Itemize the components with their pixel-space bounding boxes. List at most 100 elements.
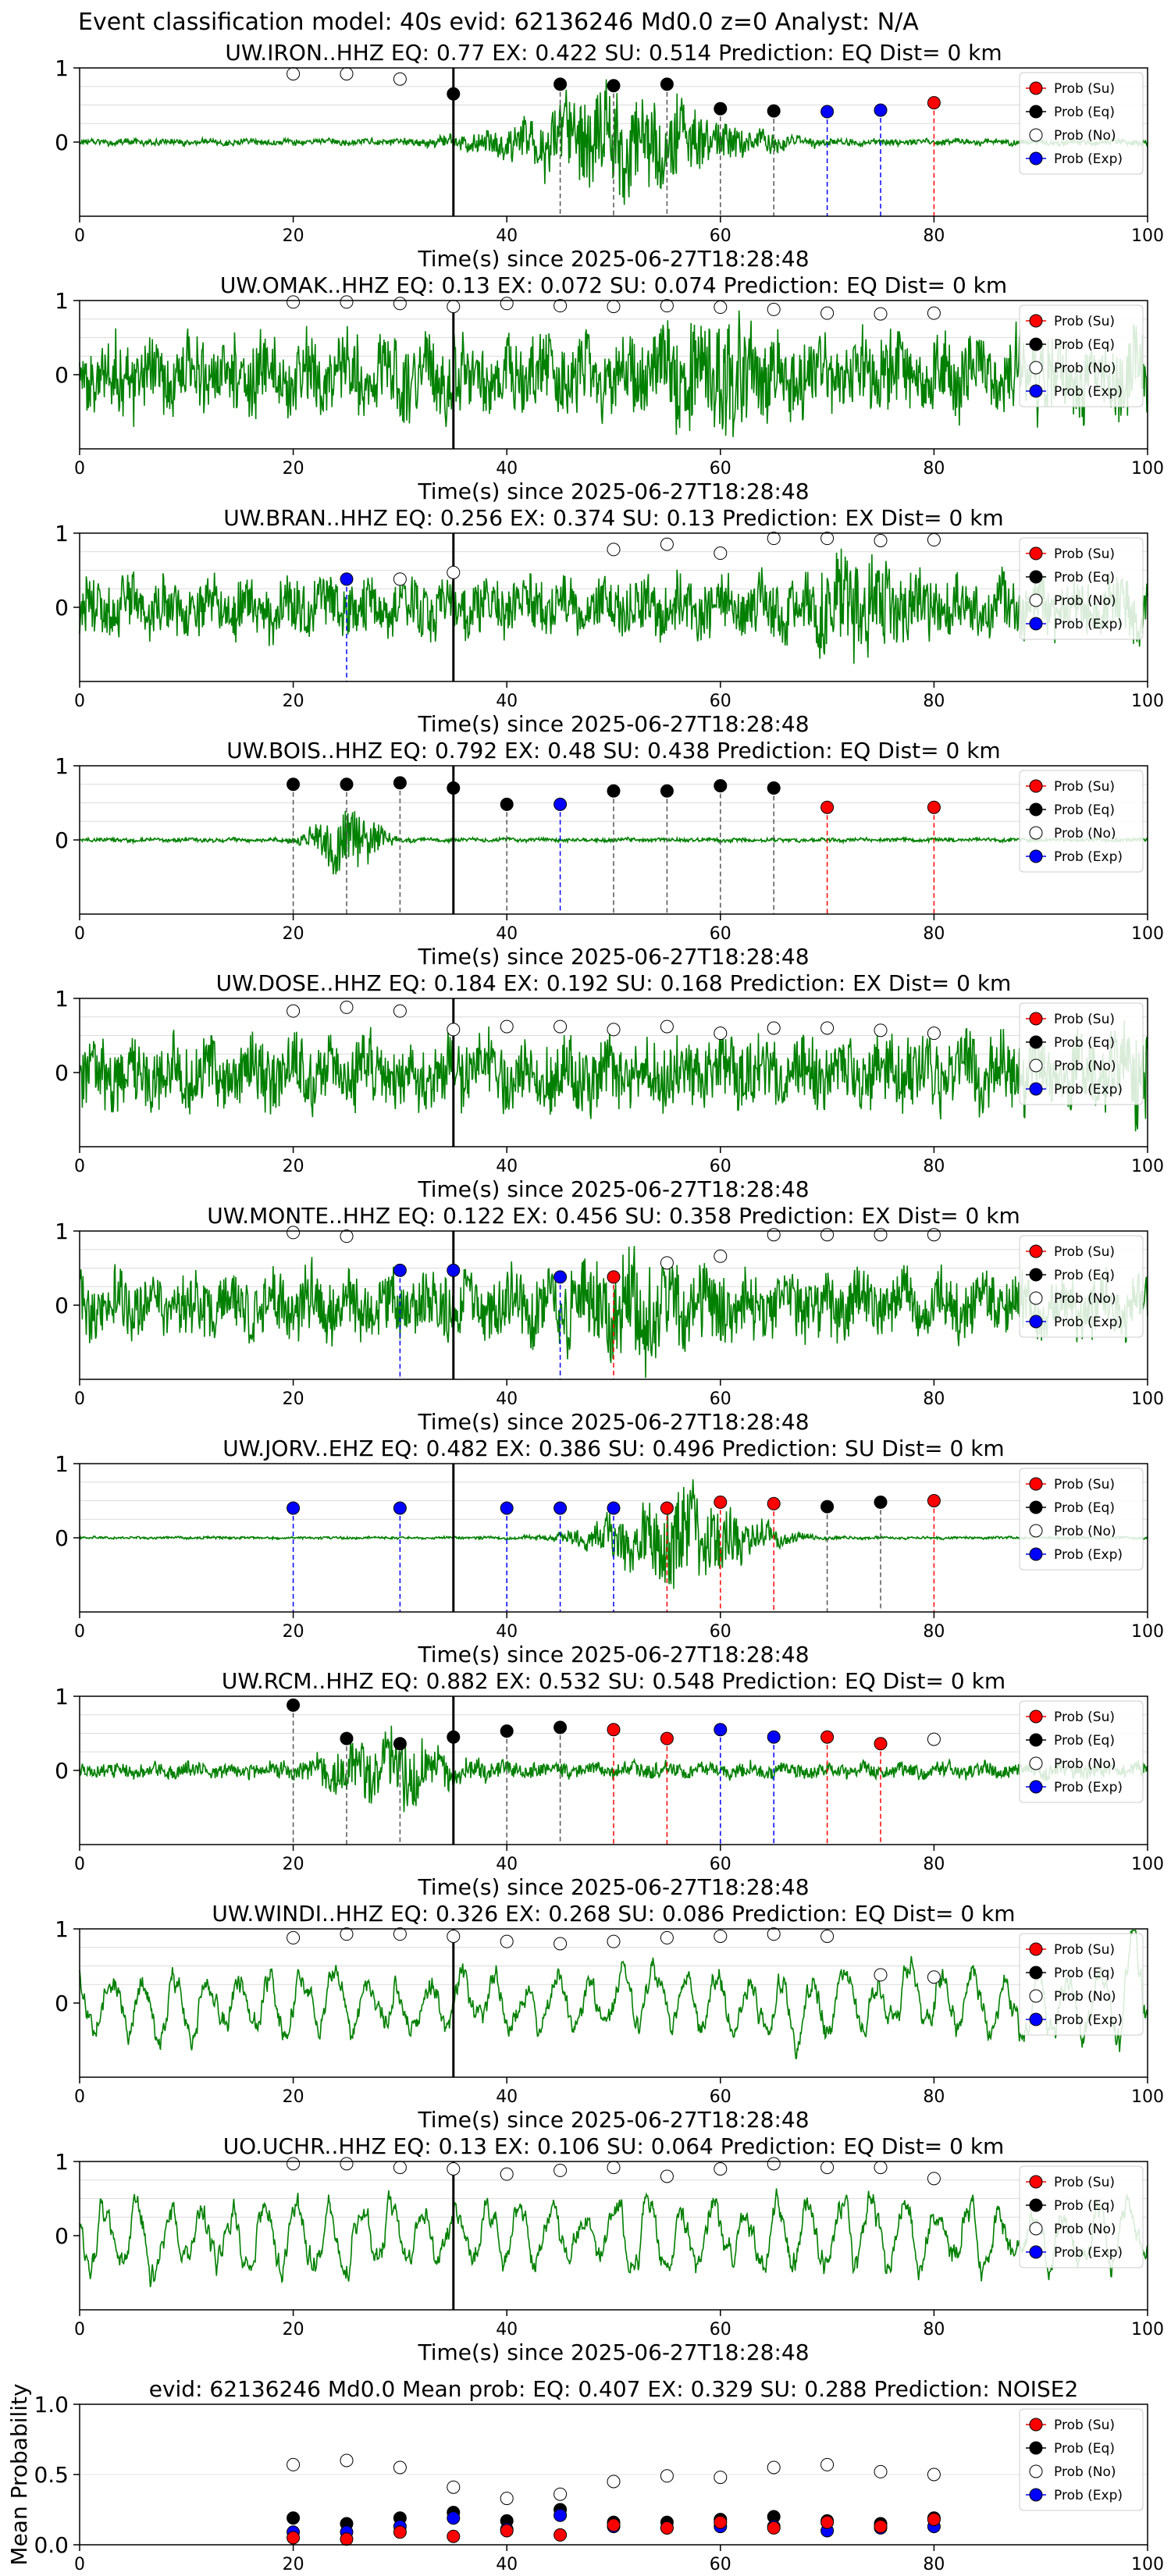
legend-marker-exp: [1029, 151, 1043, 165]
x-tick-label: 80: [923, 924, 945, 944]
legend-box: [1019, 2165, 1144, 2268]
prob-point-no: [607, 1934, 621, 1948]
prob-point-eq: [607, 79, 621, 93]
prob-point-no: [287, 1004, 301, 1018]
prob-point-exp: [553, 797, 568, 811]
x-tick-label: 20: [283, 1389, 304, 1409]
prob-point-eq: [660, 784, 674, 798]
prob-point-su: [820, 800, 835, 814]
x-axis-label: Time(s) since 2025-06-27T18:28:48: [417, 1409, 809, 1435]
panel-4: UW.DOSE..HHZ EQ: 0.184 EX: 0.192 SU: 0.1…: [55, 970, 1164, 1202]
panel-title: UW.MONTE..HHZ EQ: 0.122 EX: 0.456 SU: 0.…: [207, 1203, 1020, 1229]
legend-marker-exp: [1029, 1315, 1043, 1329]
legend-marker-no: [1029, 1524, 1043, 1538]
prob-point-no: [874, 1023, 888, 1037]
legend-label-exp: Prob (Exp): [1054, 849, 1123, 865]
x-tick-label: 20: [283, 459, 304, 479]
mean-point-su: [714, 2515, 728, 2529]
mean-point-su: [767, 2521, 781, 2535]
x-tick-label: 20: [283, 2087, 304, 2107]
prob-point-exp: [393, 1263, 407, 1277]
x-tick-label: 0: [74, 459, 85, 479]
legend-marker-eq: [1029, 1966, 1043, 1980]
y-tick-label: 1: [55, 1219, 69, 1244]
legend-marker-eq: [1029, 1035, 1043, 1049]
legend-label-eq: Prob (Eq): [1054, 1268, 1115, 1283]
legend-marker-su: [1029, 2175, 1043, 2189]
legend-marker-no: [1029, 1059, 1043, 1073]
legend-marker-su: [1029, 314, 1043, 328]
panel-title: UW.OMAK..HHZ EQ: 0.13 EX: 0.072 SU: 0.07…: [220, 272, 1007, 298]
prob-point-no: [714, 2162, 728, 2176]
legend: Prob (Su) Prob (Eq) Prob (No) Prob (Exp): [1019, 1933, 1144, 2036]
mean-point-no: [607, 2475, 621, 2489]
y-tick-label: 1: [55, 753, 69, 779]
prob-point-exp: [874, 103, 888, 117]
x-tick-label: 100: [1131, 1389, 1164, 1409]
waveform-trace: [79, 2188, 1148, 2288]
legend-marker-su: [1029, 779, 1043, 793]
x-tick-label: 0: [74, 1389, 85, 1409]
prob-point-no: [287, 295, 301, 309]
legend-box: [1019, 1468, 1144, 1571]
prob-point-eq: [767, 781, 781, 795]
x-tick-label: 0: [74, 1157, 85, 1176]
legend-marker-eq: [1029, 1500, 1043, 1514]
legend-box: [1019, 1700, 1144, 1803]
legend-label-exp: Prob (Exp): [1054, 384, 1123, 400]
legend-label-su: Prob (Su): [1054, 2418, 1115, 2433]
mean-point-su: [500, 2524, 514, 2538]
x-tick-label: 60: [710, 2087, 731, 2107]
prob-point-no: [553, 2163, 568, 2177]
legend-marker-eq: [1029, 1268, 1043, 1282]
x-tick-label: 60: [710, 1157, 731, 1176]
prob-point-eq: [500, 1724, 514, 1738]
x-tick-label: 40: [496, 2555, 518, 2574]
mean-point-su: [874, 2520, 888, 2534]
legend-label-exp: Prob (Exp): [1054, 1547, 1123, 1563]
legend-marker-su: [1029, 1012, 1043, 1026]
x-tick-label: 40: [496, 459, 518, 479]
mean-point-no: [553, 2487, 568, 2501]
legend-label-su: Prob (Su): [1054, 2175, 1115, 2190]
legend-marker-su: [1029, 1710, 1043, 1724]
legend-box: [1019, 1235, 1144, 1338]
x-tick-label: 0: [74, 1622, 85, 1642]
waveform-trace: [79, 548, 1148, 664]
x-tick-label: 100: [1131, 226, 1164, 246]
y-tick-label: 0: [55, 130, 69, 155]
legend-marker-exp: [1029, 2012, 1043, 2026]
legend-label-su: Prob (Su): [1054, 1244, 1115, 1260]
y-tick-label: 1.0: [34, 2392, 69, 2418]
x-axis-label: Time(s) since 2025-06-27T18:28:48: [417, 246, 809, 272]
prob-point-no: [447, 565, 461, 579]
prob-point-no: [767, 532, 781, 546]
legend-marker-no: [1029, 361, 1043, 375]
y-tick-label: 1: [55, 1684, 69, 1710]
legend-marker-exp: [1029, 617, 1043, 631]
x-tick-label: 40: [496, 692, 518, 711]
legend-marker-no: [1029, 1989, 1043, 2003]
prob-point-no: [874, 2161, 888, 2175]
prob-point-no: [660, 2169, 674, 2183]
mean-point-no: [447, 2480, 461, 2494]
legend-marker-exp: [1029, 384, 1043, 398]
legend-marker-no: [1029, 593, 1043, 607]
prob-point-eq: [287, 1698, 301, 1712]
legend-marker-su: [1029, 1477, 1043, 1491]
legend-label-exp: Prob (Exp): [1054, 151, 1123, 167]
legend-label-no: Prob (No): [1054, 2464, 1116, 2480]
mean-point-su: [287, 2531, 301, 2545]
mean-point-su: [393, 2525, 407, 2539]
panel-title: UW.DOSE..HHZ EQ: 0.184 EX: 0.192 SU: 0.1…: [216, 970, 1012, 996]
x-tick-label: 60: [710, 1389, 731, 1409]
legend-marker-no: [1029, 1756, 1043, 1770]
prob-point-no: [820, 1021, 835, 1035]
legend: Prob (Su) Prob (Eq) Prob (No) Prob (Exp): [1019, 2165, 1144, 2268]
prob-point-su: [927, 800, 941, 814]
waveform-trace: [79, 1930, 1148, 2059]
legend-label-eq: Prob (Eq): [1054, 105, 1115, 120]
legend-box: [1019, 304, 1144, 407]
prob-point-no: [820, 306, 835, 320]
panel-2: UW.BRAN..HHZ EQ: 0.256 EX: 0.374 SU: 0.1…: [55, 505, 1164, 737]
